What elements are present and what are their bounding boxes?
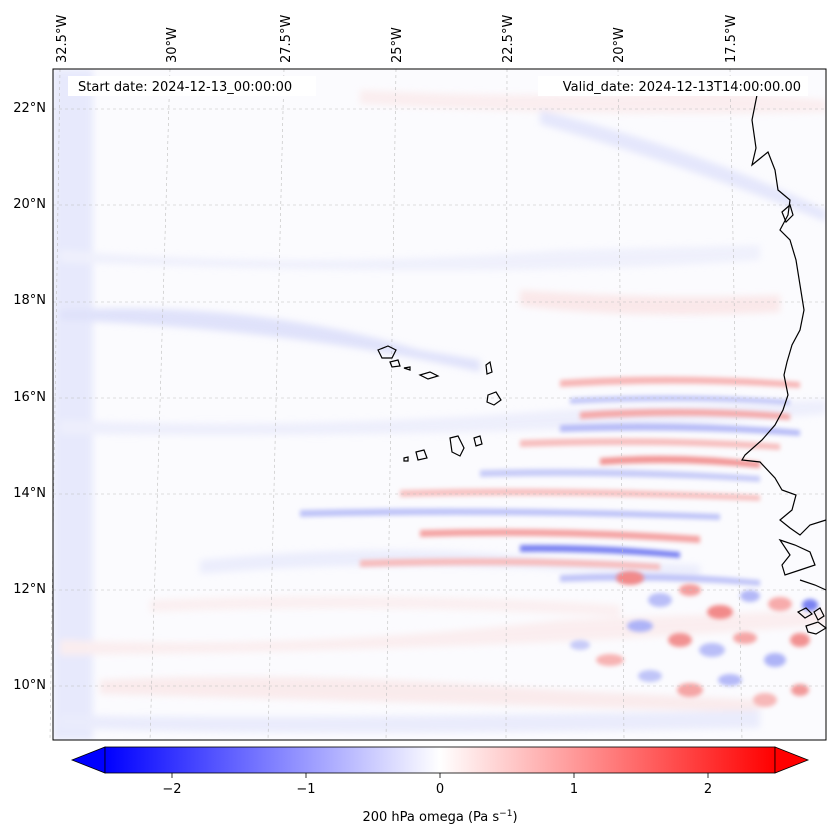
lat-label-16n: 16°N xyxy=(13,390,46,405)
lon-label-17-5w: 17.5°W xyxy=(724,15,739,63)
island-santiago xyxy=(449,435,465,457)
island-brava xyxy=(403,456,409,462)
island-boa-vista xyxy=(486,391,502,406)
lat-label-22n: 22°N xyxy=(13,101,46,116)
lat-label-18n: 18°N xyxy=(13,293,46,308)
lat-label-20n: 20°N xyxy=(13,197,46,212)
colorbar-tick-label: −2 xyxy=(162,782,181,797)
lon-label-22-5w: 22.5°W xyxy=(501,15,516,63)
longitude-labels: 32.5°W 30°W 27.5°W 25°W 22.5°W 20°W 17.5… xyxy=(55,15,739,63)
grid-lon-17-5 xyxy=(729,68,743,741)
lat-label-14n: 14°N xyxy=(13,486,46,501)
grid-lon-30 xyxy=(149,68,171,741)
start-date-box xyxy=(68,76,316,96)
latitude-labels: 22°N 20°N 18°N 16°N 14°N 12°N 10°N xyxy=(13,101,46,693)
valid-date-label: Valid_date: 2024-12-13T14:00:00.00 xyxy=(563,80,801,95)
grid-lon-22-5 xyxy=(505,68,508,741)
colorbar-max-extend xyxy=(774,746,810,774)
omega-field xyxy=(53,69,826,740)
colorbar-title: 200 hPa omega (Pa s−1) xyxy=(362,809,517,825)
island-maio xyxy=(473,435,483,447)
colorbar-tick-label: −1 xyxy=(296,782,315,797)
island-bijagos-3 xyxy=(805,621,828,635)
island-bijagos-1 xyxy=(796,607,813,619)
island-sal xyxy=(485,360,493,375)
colorbar-tick-label: 1 xyxy=(570,782,578,797)
lon-label-20w: 20°W xyxy=(612,27,627,63)
grid-lon-32-5 xyxy=(49,68,61,741)
valid-date-box xyxy=(538,76,808,96)
cape-verde-islands xyxy=(377,345,502,462)
graticule xyxy=(49,68,826,741)
coastline xyxy=(741,94,828,635)
grid-lon-25 xyxy=(385,68,397,741)
island-santo-antao xyxy=(377,345,397,359)
coastline-inlet xyxy=(781,203,794,224)
island-santa-luzia xyxy=(403,366,411,371)
island-bijagos-2 xyxy=(813,607,825,621)
colorbar-ticks: −2 −1 0 1 2 xyxy=(162,773,712,797)
island-sao-vicente xyxy=(389,359,401,368)
colorbar-tick-label: 2 xyxy=(704,782,712,797)
coastline-mainland xyxy=(741,94,827,536)
lat-label-12n: 12°N xyxy=(13,582,46,597)
coastline-guinea-bissau xyxy=(778,538,816,576)
island-fogo xyxy=(415,449,428,461)
coastline-south xyxy=(799,579,827,591)
island-sao-nicolau xyxy=(418,371,440,380)
colorbar-min-extend xyxy=(70,746,106,774)
map-frame xyxy=(52,68,827,741)
lon-label-25w: 25°W xyxy=(390,27,405,63)
lon-label-30w: 30°W xyxy=(165,27,180,63)
lat-label-10n: 10°N xyxy=(13,678,46,693)
grid-lon-20 xyxy=(617,68,625,741)
start-date-label: Start date: 2024-12-13_00:00:00 xyxy=(78,80,292,95)
grid-lon-27-5 xyxy=(267,68,285,741)
colorbar: −2 −1 0 1 2 200 hPa omega (Pa s−1) xyxy=(70,746,810,825)
lon-label-27-5w: 27.5°W xyxy=(279,15,294,63)
lon-label-32-5w: 32.5°W xyxy=(55,15,70,63)
colorbar-gradient xyxy=(104,746,776,774)
colorbar-tick-label: 0 xyxy=(436,782,444,797)
map-panel: Start date: 2024-12-13_00:00:00 Valid_da… xyxy=(49,68,828,741)
